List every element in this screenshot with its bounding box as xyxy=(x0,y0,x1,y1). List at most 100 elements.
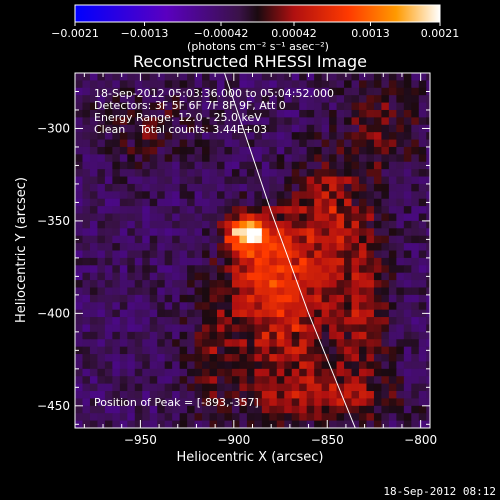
heatmap-cell xyxy=(164,206,173,215)
heatmap-cell xyxy=(164,176,173,185)
heatmap-cell xyxy=(381,317,390,326)
heatmap-cell xyxy=(396,139,405,148)
heatmap-grid xyxy=(75,73,430,428)
heatmap-cell xyxy=(269,132,278,141)
heatmap-cell xyxy=(403,280,412,289)
heatmap-cell xyxy=(224,139,233,148)
heatmap-cell xyxy=(217,95,226,104)
heatmap-cell xyxy=(366,287,375,296)
heatmap-cell xyxy=(149,287,158,296)
heatmap-cell xyxy=(329,280,338,289)
heatmap-cell xyxy=(187,139,196,148)
heatmap-cell xyxy=(426,398,430,407)
heatmap-cell xyxy=(359,161,368,170)
heatmap-cell xyxy=(314,132,323,141)
heatmap-cell xyxy=(187,368,196,377)
heatmap-cell xyxy=(269,250,278,259)
heatmap-cell xyxy=(157,391,166,400)
heatmap-cell xyxy=(396,132,405,141)
y-tick-label: −300 xyxy=(37,121,70,135)
heatmap-cell xyxy=(89,191,99,200)
heatmap-cell xyxy=(261,228,270,237)
heatmap-cell xyxy=(127,302,136,311)
heatmap-cell xyxy=(149,250,158,259)
heatmap-cell xyxy=(366,80,375,89)
heatmap-cell xyxy=(164,376,173,385)
info-line-counts: Clean Total counts: 3.44E+03 xyxy=(94,123,267,136)
heatmap-cell xyxy=(217,87,226,96)
heatmap-cell xyxy=(396,324,405,333)
heatmap-cell xyxy=(336,257,345,266)
heatmap-cell xyxy=(224,169,233,178)
heatmap-cell xyxy=(246,124,255,133)
heatmap-cell xyxy=(276,87,285,96)
heatmap-cell xyxy=(366,117,375,126)
heatmap-cell xyxy=(314,294,323,303)
heatmap-cell xyxy=(97,354,106,363)
heatmap-cell xyxy=(411,368,420,377)
heatmap-cell xyxy=(82,398,91,407)
heatmap-cell xyxy=(149,73,158,81)
heatmap-cell xyxy=(261,265,270,274)
heatmap-cell xyxy=(112,346,121,355)
heatmap-cell xyxy=(82,294,91,303)
heatmap-cell xyxy=(172,169,181,178)
heatmap-cell xyxy=(396,346,405,355)
heatmap-cell xyxy=(89,265,99,274)
heatmap-cell xyxy=(381,294,390,303)
heatmap-cell xyxy=(314,280,323,289)
heatmap-cell xyxy=(89,95,99,104)
heatmap-cell xyxy=(239,405,248,414)
heatmap-cell xyxy=(314,420,323,428)
heatmap-cell xyxy=(306,391,315,400)
heatmap-cell xyxy=(426,287,430,296)
heatmap-cell xyxy=(127,169,136,178)
colorbar-units: (photons cm⁻² s⁻¹ asec⁻²) xyxy=(187,40,329,53)
colorbar-tick-label: −0.0021 xyxy=(51,27,99,40)
heatmap-cell xyxy=(224,287,233,296)
heatmap-cell xyxy=(261,361,270,370)
heatmap-cell xyxy=(291,250,300,259)
heatmap-cell xyxy=(336,243,345,252)
heatmap-cell xyxy=(261,243,270,252)
heatmap-cell xyxy=(97,80,106,89)
heatmap-cell xyxy=(231,183,241,192)
heatmap-cell xyxy=(381,95,390,104)
heatmap-cell xyxy=(157,191,166,200)
heatmap-cell xyxy=(179,176,188,185)
heatmap-cell xyxy=(209,228,218,237)
heatmap-cell xyxy=(89,176,99,185)
heatmap-cell xyxy=(418,368,427,377)
heatmap-cell xyxy=(231,317,241,326)
heatmap-cell xyxy=(336,361,345,370)
heatmap-cell xyxy=(284,265,293,274)
heatmap-cell xyxy=(224,272,233,281)
heatmap-cell xyxy=(224,146,233,155)
heatmap-cell xyxy=(194,361,203,370)
heatmap-cell xyxy=(366,294,375,303)
heatmap-cell xyxy=(149,398,158,407)
heatmap-cell xyxy=(329,228,338,237)
heatmap-cell xyxy=(366,124,375,133)
heatmap-cell xyxy=(217,391,226,400)
heatmap-cell xyxy=(381,243,390,252)
heatmap-cell xyxy=(381,346,390,355)
heatmap-cell xyxy=(388,376,397,385)
heatmap-cell xyxy=(75,339,84,348)
heatmap-cell xyxy=(224,346,233,355)
heatmap-cell xyxy=(231,109,241,118)
heatmap-cell xyxy=(231,302,241,311)
heatmap-cell xyxy=(82,161,91,170)
heatmap-cell xyxy=(104,161,113,170)
heatmap-cell xyxy=(75,169,84,178)
heatmap-cell xyxy=(426,80,430,89)
heatmap-cell xyxy=(97,206,106,215)
heatmap-cell xyxy=(82,132,91,141)
heatmap-cell xyxy=(127,161,136,170)
heatmap-cell xyxy=(291,257,300,266)
heatmap-cell xyxy=(231,139,241,148)
heatmap-cell xyxy=(299,80,308,89)
heatmap-cell xyxy=(291,294,300,303)
heatmap-cell xyxy=(403,206,412,215)
heatmap-cell xyxy=(336,109,345,118)
